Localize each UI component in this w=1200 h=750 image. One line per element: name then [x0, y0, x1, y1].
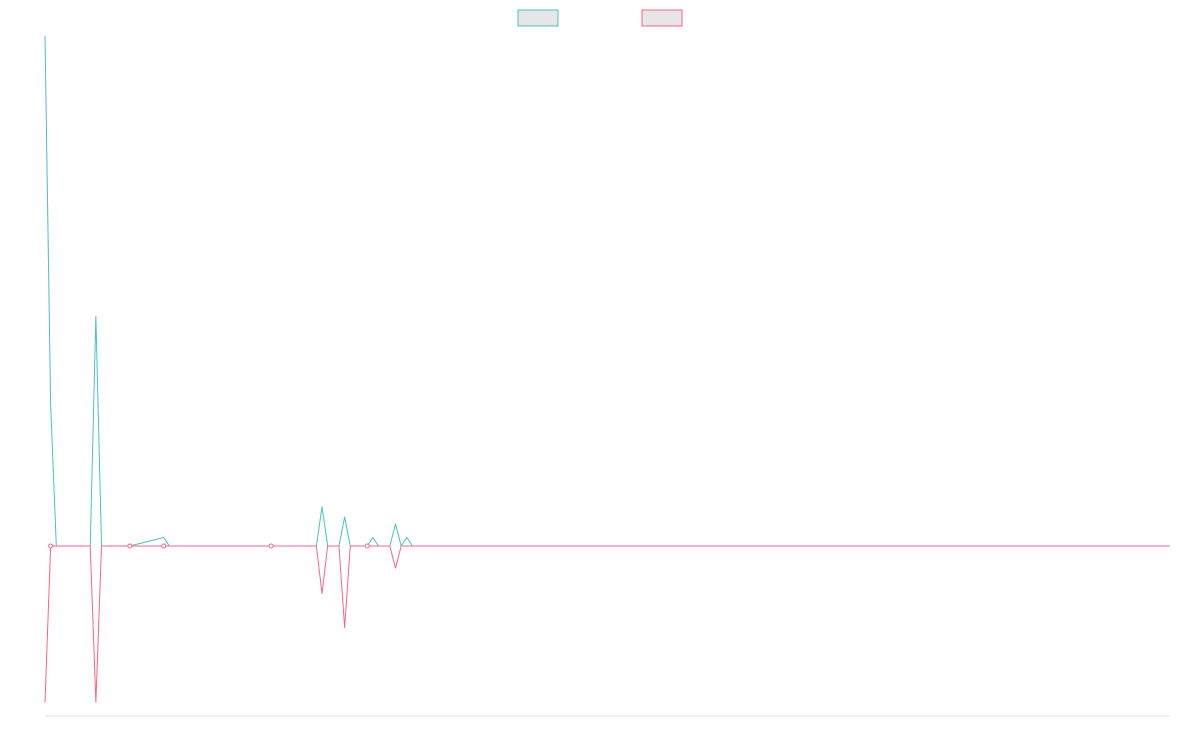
data-point-marker: [268, 543, 274, 549]
legend-item-1[interactable]: [517, 9, 559, 27]
legend[interactable]: [517, 9, 683, 27]
data-point-marker: [364, 543, 370, 549]
series-line-1: [44, 35, 1170, 547]
legend-swatch[interactable]: [641, 9, 683, 27]
plot-area: [44, 35, 1170, 703]
legend-swatch[interactable]: [517, 9, 559, 27]
data-point-marker: [127, 543, 133, 549]
legend-item-2[interactable]: [641, 9, 683, 27]
data-point-marker: [161, 543, 167, 549]
data-point-marker: [48, 543, 54, 549]
series-line-2: [44, 545, 1170, 703]
